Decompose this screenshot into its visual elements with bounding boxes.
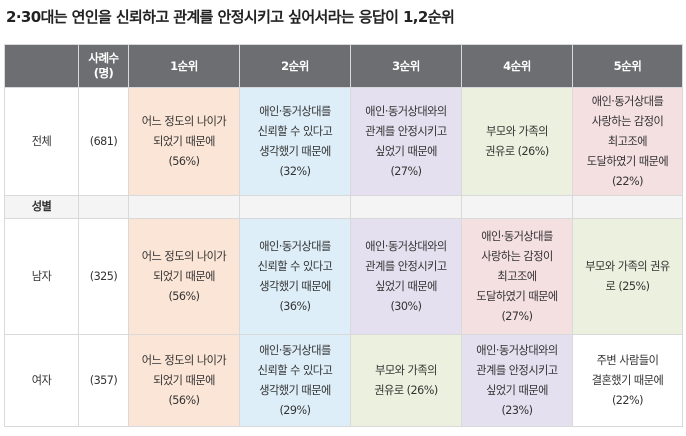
cell-line: 사랑하는 감정이 [591, 114, 664, 128]
cell-line: 관계를 안정시키고 [365, 124, 447, 138]
cell-line: 도달하였기 때문에 [476, 289, 558, 303]
cell-line: 애인·동거상대와의 [365, 104, 447, 118]
cell-line: (27%) [390, 164, 422, 178]
cell-line: 관계를 안정시키고 [365, 259, 447, 273]
header-sample-size: 사례수 (명) [78, 44, 129, 88]
header-rank-1: 1순위 [128, 44, 240, 88]
ranking-table: 사례수 (명) 1순위 2순위 3순위 4순위 5순위 전체 (681) 어느 정… [4, 44, 683, 427]
section-gender-empty-6 [572, 195, 683, 219]
cell-line: 최고조에 [497, 269, 537, 283]
cell-line: 되었기 때문에 [153, 269, 215, 283]
header-rank-3: 3순위 [350, 44, 462, 88]
cell-line: 애인·동거상대를 [259, 239, 331, 253]
cell-line: (30%) [390, 299, 422, 313]
section-gender-empty-3 [239, 195, 351, 219]
cell-line: 부모와 가족의 [486, 124, 548, 138]
cell-line: (23%) [501, 403, 533, 417]
cell-line: 주변 사람들이 [596, 353, 659, 367]
section-gender-label: 성별 [4, 195, 79, 219]
header-rank-4: 4순위 [461, 44, 573, 88]
cell-line: 부모와 가족의 [375, 363, 437, 377]
cell-line: 싶었기 때문에 [375, 144, 437, 158]
row-male-n: (325) [78, 218, 129, 335]
cell-line: 애인·동거상대를 [259, 104, 331, 118]
cell-line: 생각했기 때문에 [259, 383, 331, 397]
cell-line: (56%) [168, 154, 200, 168]
section-gender-empty-5 [461, 195, 573, 219]
cell-line: (27%) [501, 309, 533, 323]
cell-line: 도달하였기 때문에 [586, 154, 669, 168]
cell-line: 어느 정도의 나이가 [141, 249, 227, 263]
section-gender-empty-4 [350, 195, 462, 219]
cell-line: 로 (25%) [605, 279, 650, 293]
cell-line: 애인·동거상대와의 [365, 239, 447, 253]
cell-line: 최고조에 [607, 134, 648, 148]
page-title: 2·30대는 연인을 신뢰하고 관계를 안정시키고 싶어서라는 응답이 1,2순… [6, 8, 455, 26]
cell-line: 애인·동거상대를 [481, 229, 553, 243]
cell-line: (56%) [168, 393, 200, 407]
row-total-label: 전체 [4, 87, 79, 196]
cell-line: 어느 정도의 나이가 [141, 114, 227, 128]
cell-line: (22%) [611, 393, 644, 407]
cell-line: (56%) [168, 289, 200, 303]
section-gender-empty-1 [78, 195, 129, 219]
cell-line: 신뢰할 수 있다고 [257, 124, 333, 138]
cell-line: 관계를 안정시키고 [476, 363, 558, 377]
cell-line: (36%) [279, 299, 311, 313]
cell-line: (29%) [279, 403, 311, 417]
section-gender-empty-2 [128, 195, 240, 219]
cell-line: 생각했기 때문에 [259, 279, 331, 293]
cell-line: 애인·동거상대를 [259, 343, 331, 357]
row-total-n: (681) [78, 87, 129, 196]
row-female-n: (357) [78, 334, 129, 427]
cell-line: 싶었기 때문에 [486, 383, 548, 397]
cell-line: 애인·동거상대와의 [476, 343, 558, 357]
cell-line: 어느 정도의 나이가 [141, 353, 227, 367]
cell-line: 생각했기 때문에 [259, 144, 331, 158]
cell-line: (32%) [279, 164, 311, 178]
header-sample-size-line-1: 사례수 [88, 51, 119, 65]
row-female-label: 여자 [4, 334, 79, 427]
cell-line: (22%) [611, 174, 644, 188]
header-group [4, 44, 79, 88]
cell-line: 애인·동거상대를 [591, 94, 664, 108]
cell-line: 신뢰할 수 있다고 [257, 363, 333, 377]
header-row: 사례수 (명) 1순위 2순위 3순위 4순위 5순위 [4, 44, 683, 88]
cell-line: 권유로 (26%) [374, 383, 438, 397]
cell-line: 권유로 (26%) [485, 144, 549, 158]
section-gender: 성별 [4, 195, 683, 219]
row-male-label: 남자 [4, 218, 79, 335]
cell-line: 결혼했기 때문에 [591, 373, 664, 387]
cell-line: 싶었기 때문에 [375, 279, 437, 293]
header-sample-size-line-2: (명) [93, 66, 114, 80]
cell-line: 사랑하는 감정이 [481, 249, 553, 263]
cell-line: 신뢰할 수 있다고 [257, 259, 333, 273]
cell-line: 부모와 가족의 권유 [585, 259, 670, 273]
header-rank-2: 2순위 [239, 44, 351, 88]
cell-line: 되었기 때문에 [153, 373, 215, 387]
cell-line: 되었기 때문에 [153, 134, 215, 148]
header-rank-5: 5순위 [572, 44, 683, 88]
